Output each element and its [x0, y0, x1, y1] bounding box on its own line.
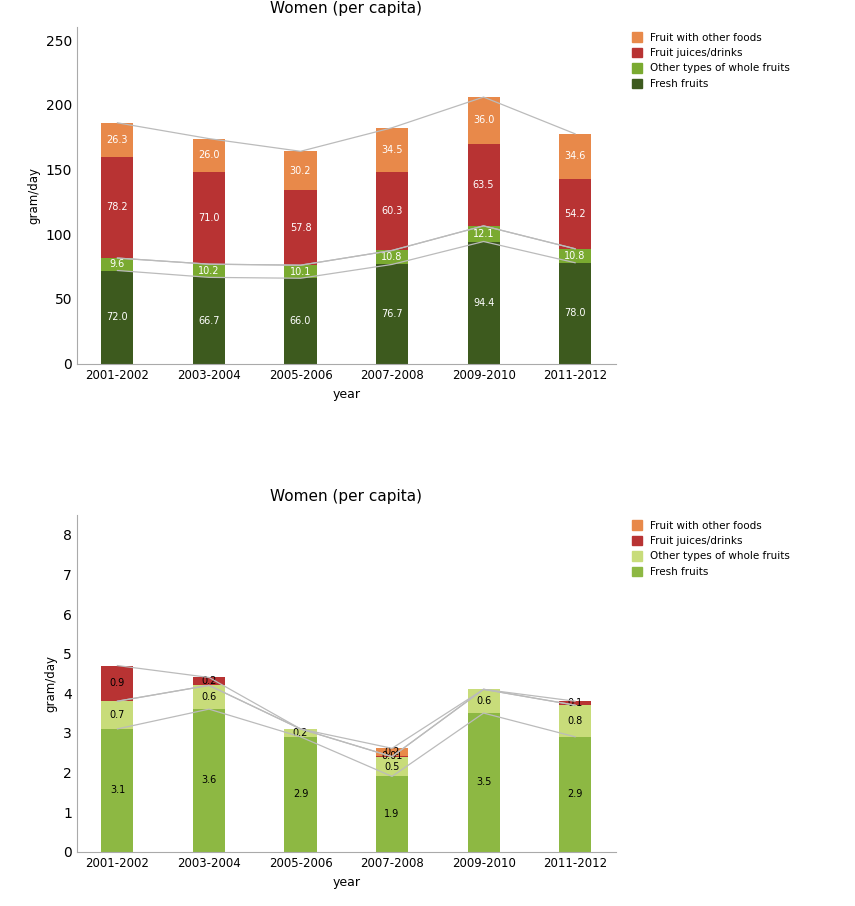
Text: 34.6: 34.6 [564, 151, 586, 161]
Bar [376, 757, 408, 776]
Text: 34.5: 34.5 [381, 145, 403, 155]
Text: 10.8: 10.8 [381, 253, 403, 263]
Title: Women (per capita): Women (per capita) [270, 489, 422, 505]
Text: 2.9: 2.9 [292, 789, 308, 799]
Text: 10.8: 10.8 [564, 251, 586, 261]
Legend: Fruit with other foods, Fruit juices/drinks, Other types of whole fruits, Fresh : Fruit with other foods, Fruit juices/dri… [632, 33, 790, 89]
Bar [559, 701, 591, 705]
Bar [376, 128, 408, 172]
Bar [102, 729, 133, 852]
Text: 0.6: 0.6 [476, 696, 491, 706]
Text: 54.2: 54.2 [564, 208, 586, 218]
Bar [468, 226, 499, 242]
Text: 0.9: 0.9 [109, 679, 125, 689]
Bar [559, 134, 591, 178]
Bar [102, 701, 133, 729]
Text: 66.7: 66.7 [198, 315, 220, 325]
Text: 12.1: 12.1 [473, 228, 494, 238]
Bar [285, 265, 316, 278]
Bar [468, 97, 499, 144]
Text: 26.0: 26.0 [198, 150, 220, 160]
Bar [102, 258, 133, 271]
Text: 78.2: 78.2 [107, 202, 128, 213]
Bar [559, 705, 591, 737]
Y-axis label: gram/day: gram/day [44, 655, 57, 712]
Bar [102, 157, 133, 258]
Text: 0.2: 0.2 [292, 728, 308, 737]
Text: 30.2: 30.2 [290, 166, 311, 176]
Bar [468, 144, 499, 226]
Text: 71.0: 71.0 [198, 213, 220, 223]
Text: 94.4: 94.4 [473, 297, 494, 308]
Bar [376, 748, 408, 757]
Bar [193, 265, 225, 277]
Text: 66.0: 66.0 [290, 316, 311, 326]
Y-axis label: gram/day: gram/day [27, 167, 40, 224]
Bar [285, 278, 316, 363]
Text: 60.3: 60.3 [381, 207, 403, 217]
Text: 57.8: 57.8 [290, 223, 311, 233]
Bar [468, 713, 499, 852]
Text: 10.2: 10.2 [198, 265, 220, 275]
Bar [559, 178, 591, 249]
Text: 1.9: 1.9 [385, 809, 399, 819]
Bar [193, 685, 225, 709]
Bar [559, 263, 591, 363]
Bar [285, 737, 316, 852]
Text: 78.0: 78.0 [564, 308, 586, 318]
Bar [102, 123, 133, 157]
Bar [193, 678, 225, 685]
Bar [559, 249, 591, 263]
Bar [559, 737, 591, 852]
Text: 0.2: 0.2 [201, 677, 216, 687]
Text: 0.2: 0.2 [385, 747, 400, 757]
Text: 0.8: 0.8 [568, 716, 583, 726]
Text: 36.0: 36.0 [473, 115, 494, 125]
Bar [102, 271, 133, 363]
Bar [285, 729, 316, 737]
Bar [193, 172, 225, 265]
Text: 63.5: 63.5 [473, 179, 494, 189]
Text: 76.7: 76.7 [381, 309, 403, 319]
Bar [468, 689, 499, 713]
Legend: Fruit with other foods, Fruit juices/drinks, Other types of whole fruits, Fresh : Fruit with other foods, Fruit juices/dri… [632, 520, 790, 577]
Title: Women (per capita): Women (per capita) [270, 1, 422, 16]
Text: 0.7: 0.7 [109, 710, 125, 720]
Text: 10.1: 10.1 [290, 266, 311, 276]
Bar [285, 151, 316, 190]
Bar [468, 242, 499, 363]
Bar [193, 139, 225, 172]
Text: 0.01: 0.01 [381, 751, 403, 761]
Text: 0.1: 0.1 [568, 699, 583, 708]
Text: 0.6: 0.6 [202, 692, 216, 702]
Bar [376, 172, 408, 250]
Bar [193, 709, 225, 852]
Text: 26.3: 26.3 [107, 135, 128, 145]
Text: 3.5: 3.5 [476, 777, 492, 787]
Bar [376, 776, 408, 852]
Text: 0.5: 0.5 [385, 762, 400, 772]
Text: 3.1: 3.1 [109, 786, 125, 795]
X-axis label: year: year [333, 876, 360, 890]
Bar [376, 265, 408, 363]
Text: 2.9: 2.9 [568, 789, 583, 799]
Text: 3.6: 3.6 [202, 776, 216, 786]
Text: 72.0: 72.0 [107, 312, 128, 323]
Bar [376, 250, 408, 265]
Bar [193, 277, 225, 363]
Bar [285, 190, 316, 265]
Text: 9.6: 9.6 [109, 259, 125, 269]
X-axis label: year: year [333, 389, 360, 401]
Bar [102, 666, 133, 701]
